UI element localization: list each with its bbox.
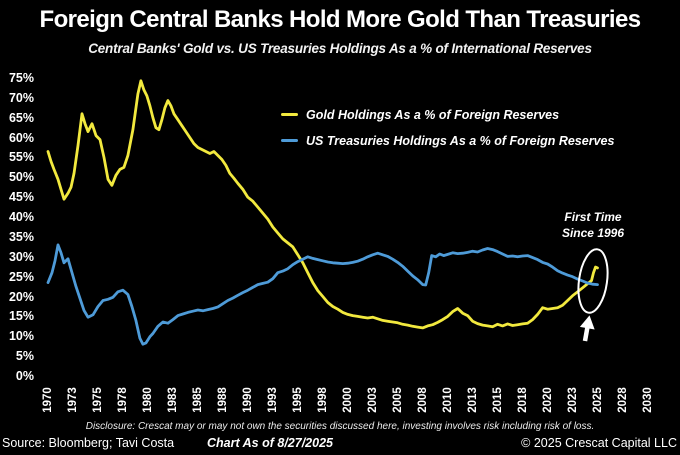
x-tick-label: 2028 xyxy=(616,387,629,413)
y-tick-label: 75% xyxy=(8,71,34,85)
up-arrow-icon xyxy=(579,315,595,342)
chart-as-of-text: Chart As of 8/27/2025 xyxy=(207,436,333,450)
y-tick-label: 50% xyxy=(8,170,34,185)
copyright-text: © 2025 Crescat Capital LLC xyxy=(521,436,677,450)
y-tick-label: 0% xyxy=(15,369,34,383)
x-tick-label: 1988 xyxy=(216,387,229,413)
y-tick-label: 55% xyxy=(8,150,34,165)
x-tick-label: 2010 xyxy=(441,387,454,413)
y-tick-label: 70% xyxy=(8,90,34,105)
y-tick-label: 20% xyxy=(8,289,34,304)
gold-line-swatch-icon xyxy=(281,112,298,117)
chart-subtitle: Central Banks' Gold vs. US Treasuries Ho… xyxy=(88,41,592,56)
disclosure-text: Disclosure: Crescat may or may not own t… xyxy=(85,421,595,432)
x-tick-label: 1983 xyxy=(166,387,179,413)
x-tick-label: 2013 xyxy=(466,387,479,413)
y-tick-label: 60% xyxy=(8,130,34,145)
y-tick-label: 25% xyxy=(8,269,34,284)
annotation-line-2: Since 1996 xyxy=(561,226,625,240)
page-title: Foreign Central Banks Hold More Gold Tha… xyxy=(39,6,642,33)
y-tick-label: 10% xyxy=(8,329,34,344)
y-tick-label: 35% xyxy=(8,229,34,244)
x-tick-label: 2008 xyxy=(416,387,429,413)
x-tick-label: 1995 xyxy=(291,387,304,413)
highlight-ellipse xyxy=(577,248,609,314)
x-tick-label: 1990 xyxy=(241,387,254,413)
source-text: Source: Bloomberg; Tavi Costa xyxy=(2,436,175,450)
x-tick-label: 1980 xyxy=(141,387,154,413)
x-tick-label: 2020 xyxy=(541,387,554,413)
x-tick-label: 2015 xyxy=(491,387,504,413)
x-tick-label: 1975 xyxy=(91,387,104,413)
x-tick-label: 2003 xyxy=(366,387,379,413)
y-tick-label: 40% xyxy=(8,210,34,225)
legend-item-treasuries: US Treasuries Holdings As a % of Foreign… xyxy=(281,133,614,148)
y-tick-label: 30% xyxy=(8,249,34,264)
legend-item-gold: Gold Holdings As a % of Foreign Reserves xyxy=(281,107,614,122)
x-tick-label: 2005 xyxy=(391,387,404,413)
first-time-annotation: First Time Since 1996 xyxy=(528,209,658,241)
y-tick-label: 15% xyxy=(8,309,34,324)
x-tick-label: 1993 xyxy=(266,387,279,413)
x-tick-label: 2023 xyxy=(566,387,579,413)
y-tick-label: 45% xyxy=(8,190,34,205)
x-tick-label: 2030 xyxy=(641,387,654,413)
x-tick-label: 1978 xyxy=(116,387,129,413)
x-tick-label: 1998 xyxy=(316,387,329,413)
y-tick-label: 5% xyxy=(15,349,34,364)
x-tick-label: 2025 xyxy=(591,387,604,413)
x-tick-label: 1970 xyxy=(42,387,54,413)
legend-label-treasuries: US Treasuries Holdings As a % of Foreign… xyxy=(306,133,615,148)
annotation-line-1: First Time xyxy=(564,210,622,224)
y-tick-label: 65% xyxy=(8,110,34,125)
x-tick-label: 1985 xyxy=(191,387,204,413)
x-tick-label: 2000 xyxy=(341,387,354,413)
treasuries-series-line xyxy=(46,243,599,346)
x-tick-label: 2018 xyxy=(516,387,529,413)
treasuries-line-swatch-icon xyxy=(281,138,298,143)
legend-label-gold: Gold Holdings As a % of Foreign Reserves xyxy=(306,107,560,122)
chart-legend: Gold Holdings As a % of Foreign Reserves… xyxy=(281,107,614,159)
x-tick-label: 1973 xyxy=(66,387,79,413)
gold-series-line xyxy=(46,79,599,330)
